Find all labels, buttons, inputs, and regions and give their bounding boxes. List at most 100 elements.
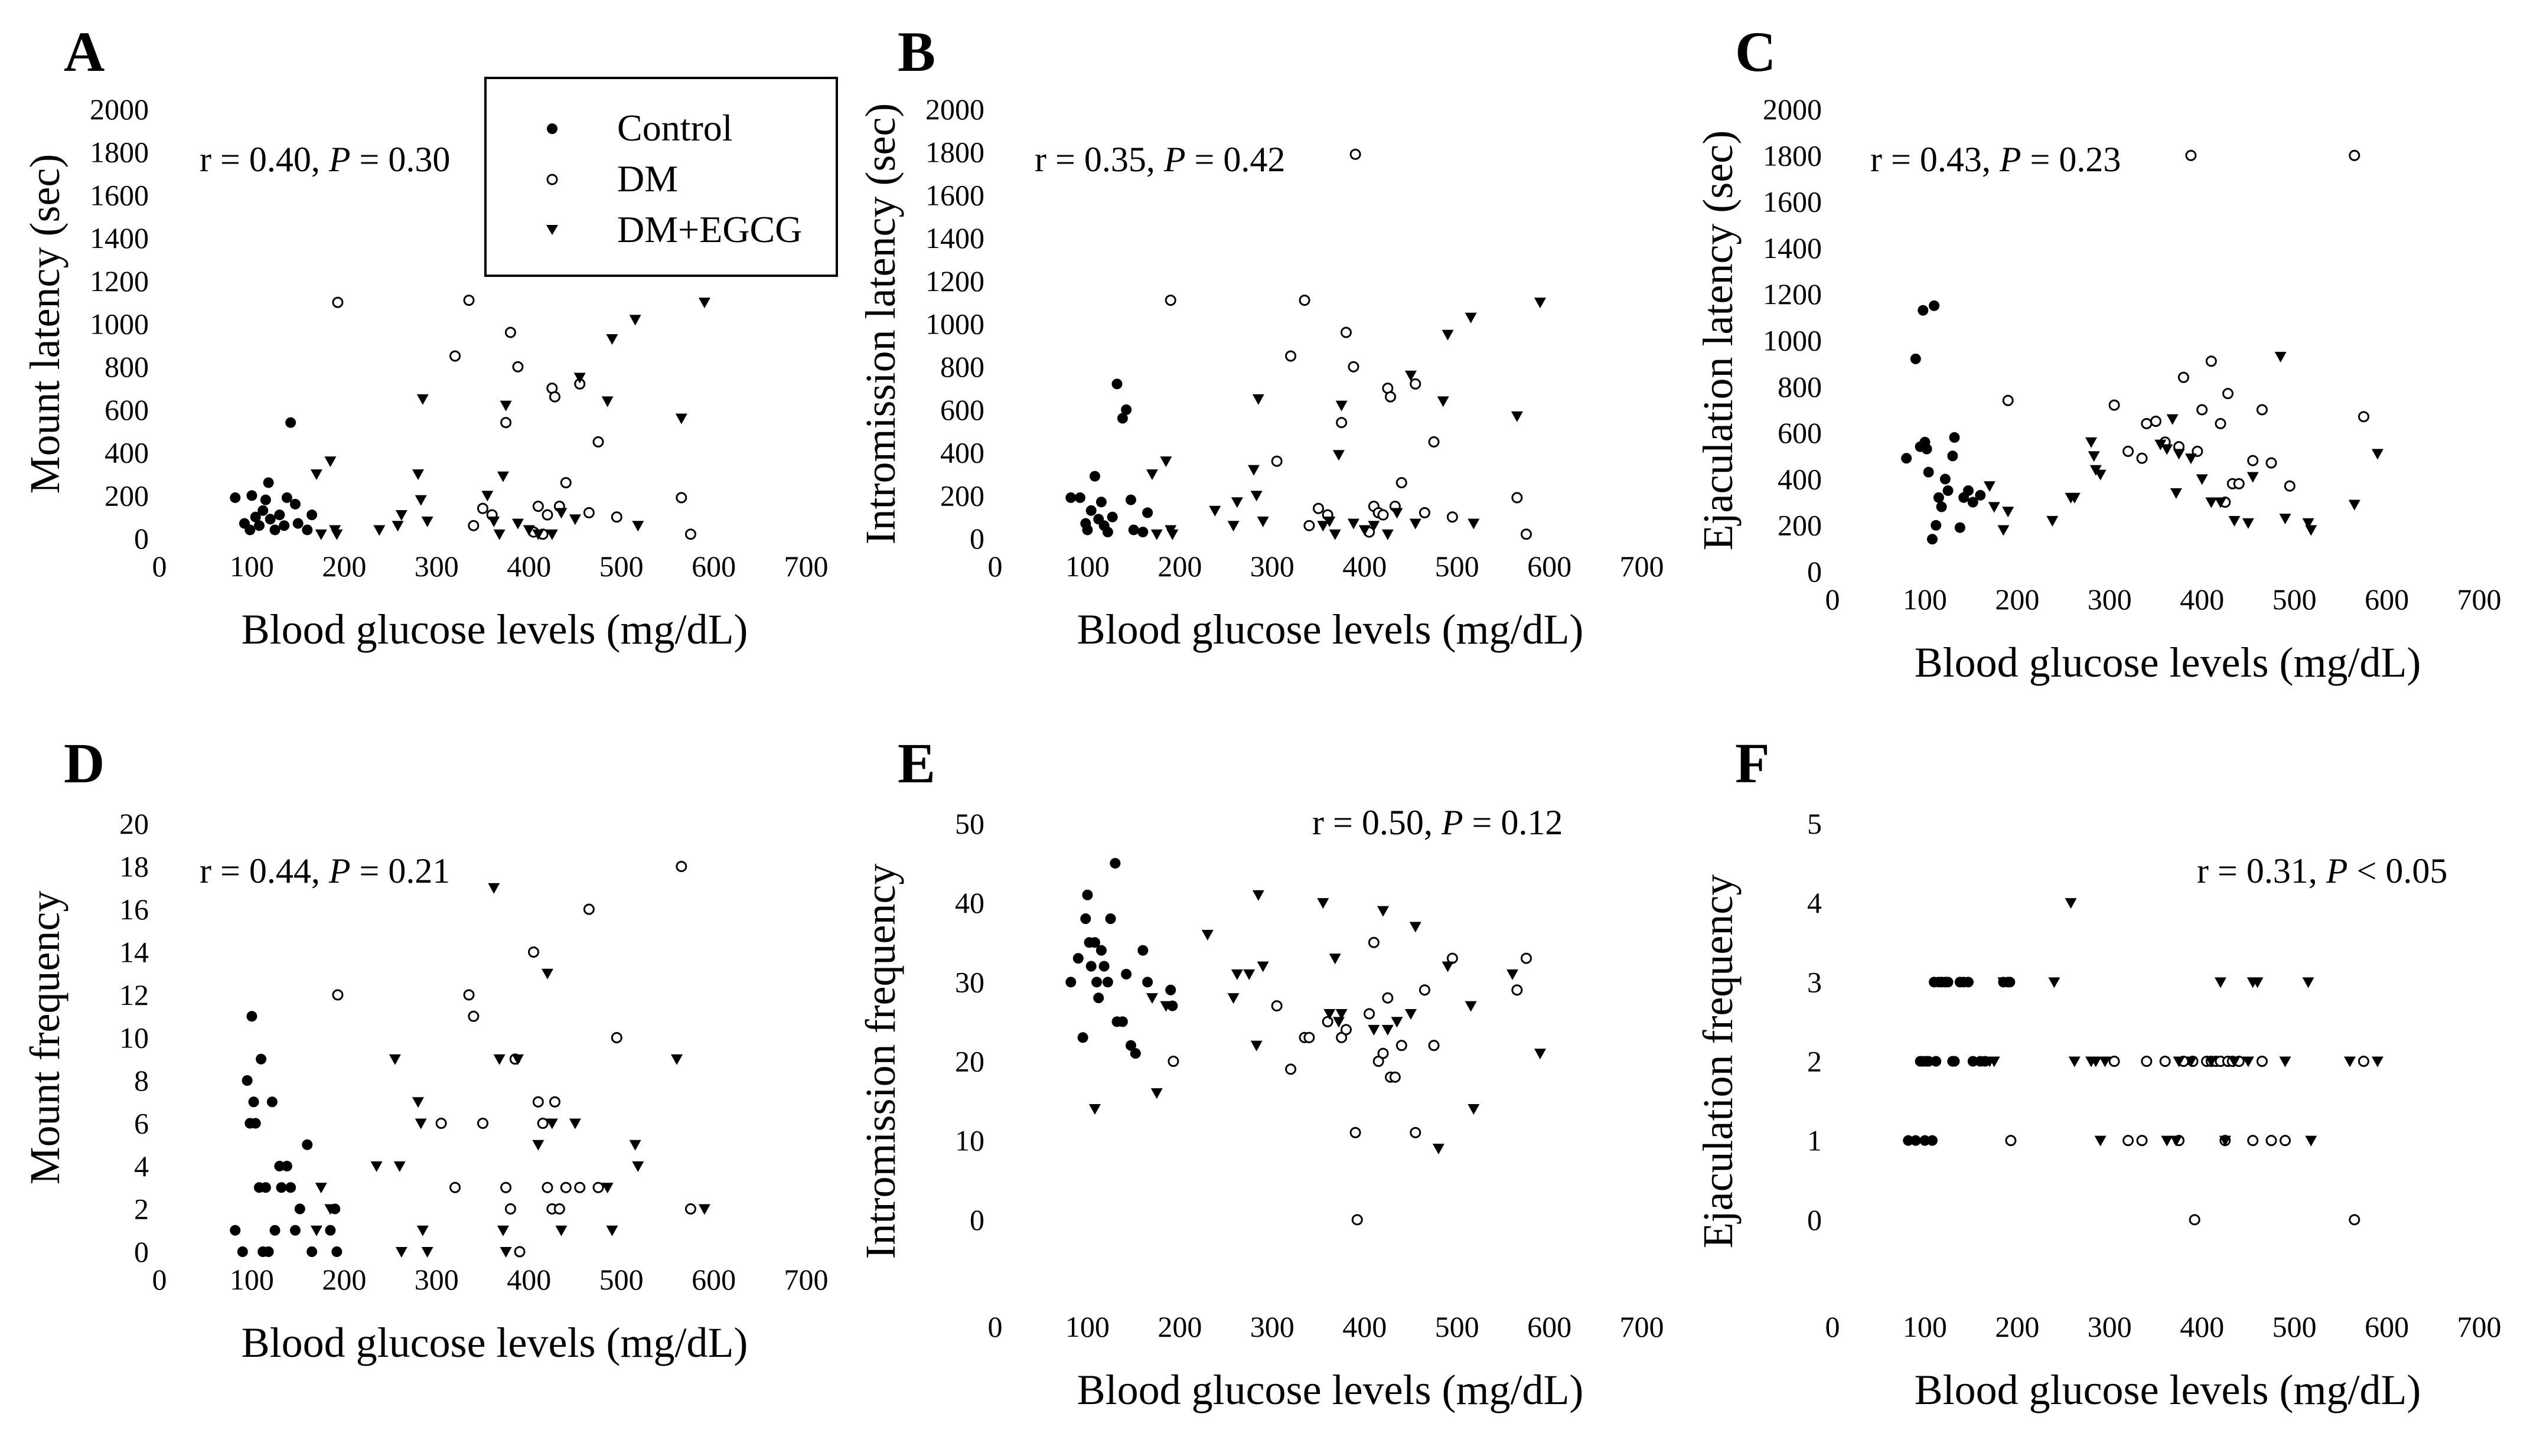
panel-f-y-tick-label: 3 [1807,965,1822,998]
panel-e-point-dm [1168,1056,1179,1067]
panel-f-point-control [1942,977,1954,988]
panel-e-point-dmegcg [1442,961,1454,972]
panel-a-point-dmegcg [546,529,558,540]
panel-d-point-dm [553,1203,565,1215]
panel-e-point-dmegcg [1391,1017,1403,1028]
panel-d-point-dmegcg [569,1118,581,1129]
panel-b-point-control [1102,527,1113,538]
panel-b-y-tick-label: 1400 [925,221,984,254]
panel-d-point-dmegcg [370,1161,383,1172]
panel-d-point-control [230,1225,241,1236]
panel-c-point-control [1929,300,1940,311]
panel-f-point-dmegcg [2184,1056,2197,1067]
panel-f-point-dmegcg [1997,977,2010,988]
panel-e-point-dmegcg [1252,890,1264,901]
panel-f-point-dm [2108,1056,2120,1067]
panel-c-point-dm [2349,149,2360,161]
panel-a-y-tick-label: 800 [105,350,149,383]
panel-d-point-dm [514,1246,526,1258]
panel-e-point-dmegcg [1231,969,1243,980]
panel-c-stat: r = 0.43, P = 0.23 [1870,140,2121,179]
panel-f-point-dm [2122,1135,2134,1147]
panel-f-point-control [1926,1135,1938,1146]
panel-b-stat: r = 0.35, P = 0.42 [1035,140,1285,179]
panel-c-point-control [1931,520,1942,531]
panel-f-y-tick-label: 0 [1807,1203,1822,1236]
panel-d-point-dm [332,989,344,1001]
panel-d-y-tick-label: 14 [119,936,149,969]
panel-b-stat-p-label: P [1163,140,1186,179]
panel-b-stat-r: r = 0.35, [1035,140,1164,179]
panel-a-point-control [244,524,256,536]
panel-e-point-dmegcg [1317,898,1329,909]
panel-c-point-dm [2215,417,2226,429]
panel-b-point-dm [1271,455,1283,467]
panel-b-point-control [1065,492,1077,503]
panel-d-y-tick-label: 12 [119,978,149,1011]
panel-f-point-dmegcg [2279,1056,2291,1067]
panel-a-point-dmegcg [569,514,581,525]
panel-a-x-tick-label: 400 [507,550,551,583]
panel-b-stat-p-value: = 0.42 [1185,140,1285,179]
panel-a-point-control [285,417,296,428]
panel-d-x-tick-label: 500 [599,1263,644,1296]
panel-a-point-control [289,498,301,510]
panel-b-point-dm [1299,295,1310,306]
panel-b-x-tick-label: 400 [1342,550,1387,583]
panel-c-point-dm [2247,455,2259,466]
panel-a-point-dmegcg [373,525,386,536]
panel-a-point-dm [500,417,512,429]
panel-e-point-dm [1322,1016,1333,1027]
panel-c-point-dm [2222,388,2234,400]
panel-b-point-dmegcg [1257,516,1269,527]
panel-c-point-control [1926,534,1938,545]
panel-b-point-control [1142,507,1153,518]
panel-b-point-dmegcg [1358,525,1371,536]
panel-f-x-tick-label: 100 [1903,1310,1947,1343]
panel-d-y-tick-label: 18 [119,850,149,883]
panel-d-point-dm [676,861,687,872]
panel-b-point-dmegcg [1335,400,1348,412]
panel-d-y-tick-label: 6 [134,1107,149,1140]
panel-a-point-dm [592,436,604,448]
panel-e-point-dm [1285,1063,1297,1075]
panel-b-point-dm [1419,507,1430,518]
panel-a-point-dmegcg [497,471,509,482]
panel-f-x-tick-label: 200 [1995,1310,2039,1343]
panel-b-y-tick-label: 600 [940,393,984,426]
panel-d-point-control [260,1182,271,1193]
panel-d-stat-p-value: = 0.21 [350,851,450,890]
panel-a-point-dmegcg [324,456,337,468]
panel-e-point-control [1117,1016,1128,1027]
panel-e-point-dmegcg [1409,922,1421,933]
panel-c-point-control [1954,522,1965,533]
panel-b-point-dmegcg [1511,411,1523,422]
panel-e-point-dmegcg [1323,1009,1336,1020]
panel-b-point-dmegcg [1227,521,1240,532]
panel-c-y-tick-label: 2000 [1763,93,1822,126]
panel-f-point-dmegcg [2099,1056,2111,1067]
panel-c-point-dmegcg [1997,525,2010,536]
panel-d-point-dmegcg [555,1225,568,1236]
panel-c-point-control [1933,492,1944,503]
panel-d-point-dm [549,1096,561,1108]
panel-e-x-tick-label: 300 [1250,1310,1295,1343]
panel-a-point-dm [449,350,461,362]
panel-c-point-dmegcg [1988,502,2000,513]
panel-d-point-control [246,1011,257,1022]
panel-c-point-dm [2185,149,2197,161]
panel-b-point-dm [1395,476,1407,488]
panel-c-point-dmegcg [1983,481,1995,492]
panel-e-point-dmegcg [1227,993,1240,1004]
panel-f-point-dmegcg [2161,1135,2173,1147]
legend-label-dmegcg: DM+EGCG [617,208,802,250]
panel-d-x-tick-label: 300 [415,1263,459,1296]
legend-box [484,77,838,277]
panel-b-y-tick-label: 1000 [925,308,984,341]
panel-a-point-dmegcg [421,516,433,527]
panel-c-x-axis-title: Blood glucose levels (mg/dL) [1915,639,2421,686]
panel-d-point-dm [611,1032,622,1043]
panel-e-y-tick-label: 10 [955,1124,984,1157]
panel-d-point-dm [532,1096,544,1108]
